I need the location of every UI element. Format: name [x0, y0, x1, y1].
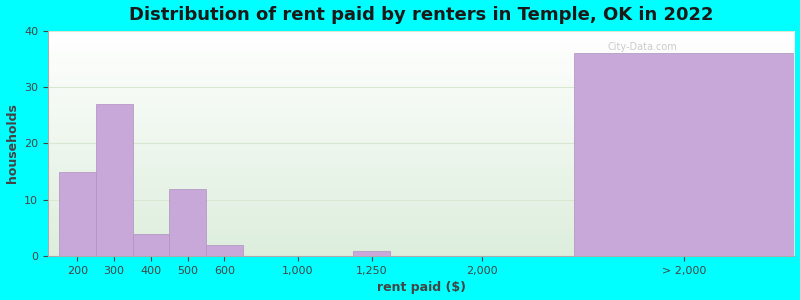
Bar: [133, 234, 170, 256]
Bar: [353, 250, 390, 256]
Y-axis label: households: households: [6, 103, 18, 183]
Text: City-Data.com: City-Data.com: [608, 42, 678, 52]
Bar: [96, 104, 133, 256]
X-axis label: rent paid ($): rent paid ($): [377, 281, 466, 294]
Bar: [170, 188, 206, 256]
Bar: [574, 53, 794, 256]
Bar: [59, 172, 96, 256]
Title: Distribution of rent paid by renters in Temple, OK in 2022: Distribution of rent paid by renters in …: [129, 6, 714, 24]
Bar: [206, 245, 243, 256]
